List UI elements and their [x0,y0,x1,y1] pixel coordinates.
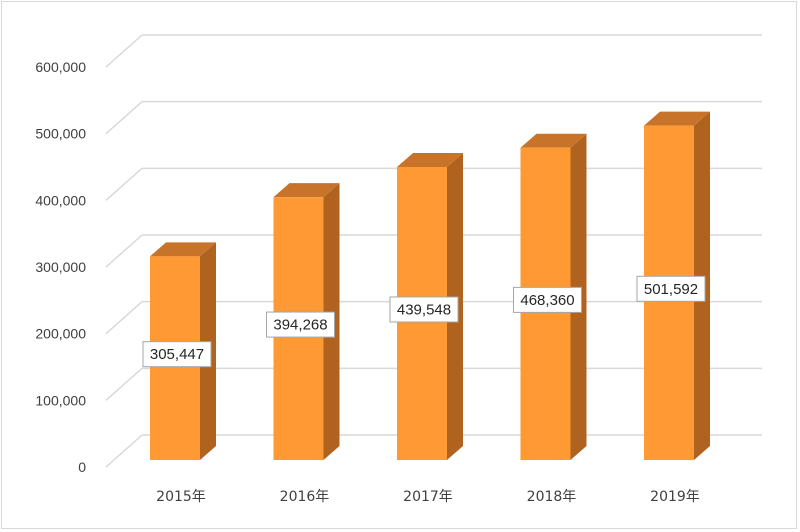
data-label: 501,592 [636,275,706,302]
y-tick-label: 300,000 [35,259,86,275]
x-category-label: 2015年 [156,489,206,505]
data-label-text: 394,268 [273,317,327,334]
data-label-box [389,296,459,323]
data-label: 305,447 [142,341,212,368]
y-axis-ticks: 0 100,000 200,000 300,000 400,000 500,000 600,… [35,59,86,475]
y-tick-label: 0 [78,459,86,475]
data-label-text: 468,360 [520,292,574,309]
data-label-text: 501,592 [644,281,698,298]
y-tick-label: 600,000 [35,59,86,75]
bar-top [150,242,216,257]
data-label-text: 305,447 [150,346,204,363]
data-label-box [636,275,706,302]
x-axis-categories: 2015年 2016年 2017年 2018年 2019年 [156,489,700,505]
data-label-text: 439,548 [397,301,451,318]
data-label: 394,268 [266,311,335,338]
gridline-diagonal [105,301,143,335]
data-label-box [142,341,212,368]
x-category-label: 2016年 [280,489,330,505]
y-tick-label: 200,000 [35,326,86,342]
data-label-box [513,286,582,313]
gridline-diagonal [105,101,143,135]
y-tick-label: 400,000 [35,192,86,208]
x-category-label: 2017年 [403,489,453,505]
gridline-diagonal [105,434,143,468]
gridline-diagonal [105,367,143,401]
y-tick-label: 100,000 [35,392,86,408]
bars [150,111,710,460]
bar-top [273,183,340,198]
bar-top [520,133,587,148]
y-tick-label: 500,000 [35,126,86,142]
gridline-diagonal [105,234,143,268]
x-category-label: 2018年 [527,489,577,505]
x-category-label: 2019年 [650,489,700,505]
data-label: 468,360 [513,286,582,313]
data-label: 439,548 [389,296,459,323]
bar-top [397,152,463,167]
bar-top [644,111,710,126]
gridline-diagonal [105,34,143,68]
gridline-diagonal [105,167,143,201]
data-labels: 305,447 394,268 439,548 468,360 501,592 [142,275,706,368]
data-label-box [266,311,335,338]
